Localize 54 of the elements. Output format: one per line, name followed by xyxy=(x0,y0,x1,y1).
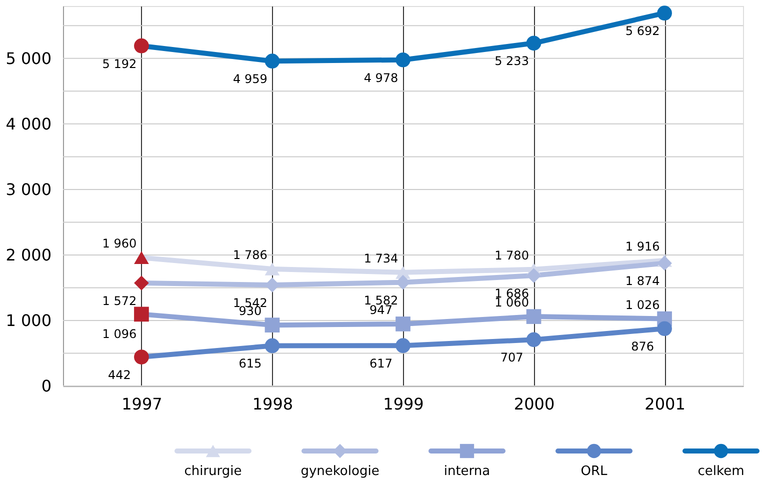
point xyxy=(526,36,542,51)
point xyxy=(526,332,542,348)
x-tick-label: 1997 xyxy=(122,394,162,414)
data-label: 615 xyxy=(238,356,262,371)
y-tick-label: 5 000 xyxy=(6,48,52,68)
point xyxy=(526,309,542,324)
data-label: 1 786 xyxy=(233,248,268,262)
point xyxy=(657,6,672,20)
point xyxy=(396,338,410,353)
point xyxy=(134,38,149,54)
data-label: 5 192 xyxy=(102,56,137,71)
point xyxy=(264,54,280,68)
x-tick-label: 2001 xyxy=(644,394,686,414)
x-tick-label: 2000 xyxy=(514,394,555,414)
point xyxy=(134,350,149,364)
point xyxy=(134,306,149,322)
data-label: 1 874 xyxy=(625,274,660,288)
legend-label: ORL xyxy=(580,464,608,479)
y-tick-label: 3 000 xyxy=(6,180,52,199)
point xyxy=(657,321,672,336)
data-label: 1 026 xyxy=(625,298,660,312)
data-label: 707 xyxy=(500,350,524,365)
point xyxy=(657,256,672,271)
y-tick-label: 0 xyxy=(41,376,52,396)
point xyxy=(526,268,542,283)
data-label: 617 xyxy=(370,356,392,371)
y-tick-label: 4 000 xyxy=(6,114,52,134)
data-label: 442 xyxy=(108,368,131,382)
point xyxy=(396,316,410,332)
y-tick-label: 1 000 xyxy=(6,310,52,330)
x-tick-label: 1998 xyxy=(252,394,294,414)
data-label: 1 960 xyxy=(102,236,137,251)
point xyxy=(396,52,410,68)
data-label: 4 978 xyxy=(364,70,398,85)
legend-label: chirurgie xyxy=(184,464,242,479)
legend-label: interna xyxy=(444,464,490,479)
data-label: 1 734 xyxy=(364,251,398,266)
data-label: 5 233 xyxy=(494,54,529,68)
point xyxy=(134,251,149,264)
y-tick-label: 2 000 xyxy=(6,245,52,264)
legend-label: gynekologie xyxy=(300,464,380,479)
point xyxy=(264,318,280,332)
data-label: 1 780 xyxy=(494,248,529,262)
point xyxy=(134,276,149,290)
data-label: 4 959 xyxy=(233,72,268,86)
data-label: 1 572 xyxy=(102,294,137,308)
x-tick-label: 1999 xyxy=(383,394,424,414)
data-label: 5 692 xyxy=(625,24,660,38)
data-label: 1 916 xyxy=(625,239,660,254)
data-label: 1 096 xyxy=(102,327,137,342)
data-label: 876 xyxy=(631,340,654,354)
point xyxy=(264,338,280,354)
point xyxy=(264,262,280,276)
legend-label: celkem xyxy=(698,464,744,479)
